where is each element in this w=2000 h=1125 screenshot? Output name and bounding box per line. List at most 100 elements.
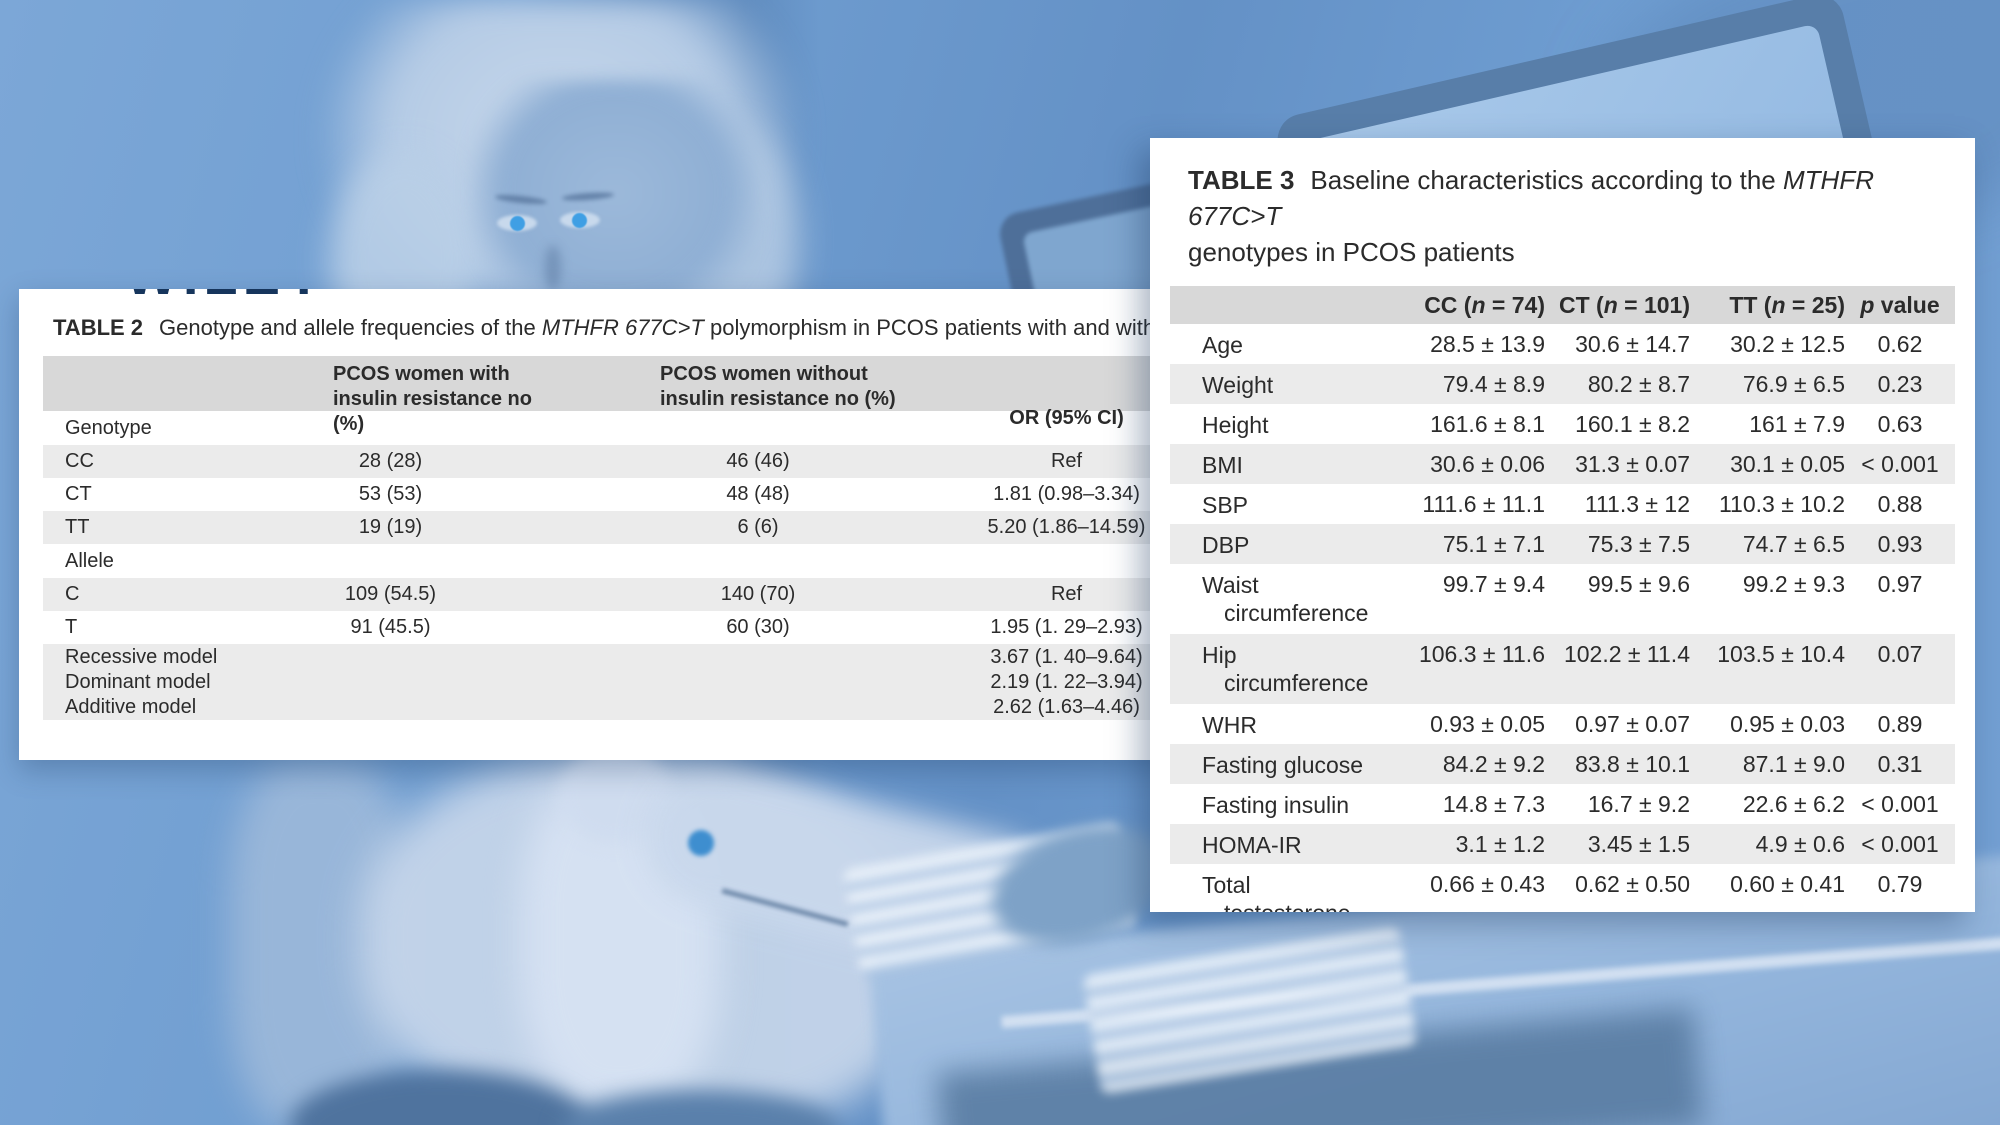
table2-model-or: 2.19 (1. 22–3.94) xyxy=(990,671,1143,693)
table3-tt-value: 76.9 ± 6.5 xyxy=(1742,371,1845,397)
table3-ct-value: 0.97 ± 0.07 xyxy=(1575,711,1690,737)
table2-with-ir-value: 53 (53) xyxy=(358,483,423,505)
table2-genotype-label: C xyxy=(65,583,80,605)
table3-data-row: WHR 0.93 ± 0.05 0.97 ± 0.07 0.95 ± 0.03 0.89 xyxy=(1170,704,1955,744)
table3-p-value: < 0.001 xyxy=(1861,831,1939,857)
table3-tt-value: 0.95 ± 0.03 xyxy=(1730,711,1845,737)
table3-title: TABLE 3 Baseline characteristics accordin… xyxy=(1188,165,1874,267)
table3-tt-value: 74.7 ± 6.5 xyxy=(1742,531,1845,557)
table2-model-or: 3.67 (1. 40–9.64) xyxy=(990,646,1143,668)
table2-with-ir-value: 109 (54.5) xyxy=(344,583,437,605)
table2-models-row: Recessive model Dominant model Additive mo… xyxy=(43,644,1225,720)
table3-data-row: HOMA-IR 3.1 ± 1.2 3.45 ± 1.5 4.9 ± 0.6 < 0.0… xyxy=(1170,824,1955,864)
table3-cc-value: 75.1 ± 7.1 xyxy=(1442,531,1545,557)
table3-tt-value: 87.1 ± 9.0 xyxy=(1742,751,1845,777)
table2-without-ir-value: 60 (30) xyxy=(726,616,790,638)
table2-model-ors: 3.67 (1. 40–9.64) 2.19 (1. 22–3.94) 2.62 (… xyxy=(978,644,1225,720)
table3-data-row: DBP 75.1 ± 7.1 75.3 ± 7.5 74.7 ± 6.5 0.93 xyxy=(1170,524,1955,564)
photo-right-iris xyxy=(572,213,587,228)
table3-cc-value: 111.6 ± 11.1 xyxy=(1422,491,1545,517)
table2-data-row: C 109 (54.5) 140 (70) Ref xyxy=(43,578,1225,611)
table3-data-row: Fasting insulin 14.8 ± 7.3 16.7 ± 9.2 22.6 … xyxy=(1170,784,1955,824)
table3-data-row: Height 161.6 ± 8.1 160.1 ± 8.2 161 ± 7.9 0.6… xyxy=(1170,404,1955,444)
table2-without-ir-value: 46 (46) xyxy=(726,450,790,472)
table3-data-row: Weight 79.4 ± 8.9 80.2 ± 8.7 76.9 ± 6.5 0.23 xyxy=(1170,364,1955,404)
table3-p-value: 0.07 xyxy=(1877,641,1923,667)
table3-tt-value: 103.5 ± 10.4 xyxy=(1717,641,1845,667)
table2-model-label: Dominant model xyxy=(65,671,211,693)
table3-cc-value: 106.3 ± 11.6 xyxy=(1418,641,1545,667)
table3-data-row: Age 28.5 ± 13.9 30.6 ± 14.7 30.2 ± 12.5 0.62 xyxy=(1170,324,1955,364)
table2-without-ir-value: 48 (48) xyxy=(726,483,790,505)
table3-ct-value: 30.6 ± 14.7 xyxy=(1575,331,1690,357)
table3-row-label: Hip circumference xyxy=(1202,642,1369,696)
table2-or-value: 1.81 (0.98–3.34) xyxy=(993,483,1140,505)
table3-row-label: WHR xyxy=(1202,712,1257,738)
table3-header-row: CC (n = 74) CT (n = 101) TT (n = 25) p valu… xyxy=(1170,286,1955,324)
table2-without-ir-value: 6 (6) xyxy=(737,516,779,538)
table2-genotype-label: T xyxy=(65,616,78,638)
table3-row-label: HOMA-IR xyxy=(1202,832,1302,858)
table2-model-or: 2.62 (1.63–4.46) xyxy=(993,696,1140,718)
table3-ct-value: 80.2 ± 8.7 xyxy=(1587,371,1690,397)
table2-section-label: Genotype xyxy=(65,417,152,439)
table3-p-value: < 0.001 xyxy=(1861,451,1939,477)
table2-model-label: Recessive model xyxy=(65,646,218,668)
table3-ct-value: 160.1 ± 8.2 xyxy=(1575,411,1690,437)
table3-data-row: BMI 30.6 ± 0.06 31.3 ± 0.07 30.1 ± 0.05 < 0.… xyxy=(1170,444,1955,484)
table3-ct-value: 31.3 ± 0.07 xyxy=(1575,451,1690,477)
table2-genotype-label: CC xyxy=(65,450,94,472)
table3-header-col-2: TT (n = 25) xyxy=(1729,292,1845,318)
table3-row-label-line2: testosterone xyxy=(1202,899,1370,912)
table3-row-label: SBP xyxy=(1202,492,1249,518)
table3-data-row: Fasting glucose 84.2 ± 9.2 83.8 ± 10.1 87.1… xyxy=(1170,744,1955,784)
table3-p-value: 0.97 xyxy=(1877,571,1923,597)
table3-p-value: 0.88 xyxy=(1877,491,1923,517)
table3-ct-value: 111.3 ± 12 xyxy=(1584,491,1690,517)
table2-section-row: Allele xyxy=(43,544,1225,578)
table3-ct-value: 0.62 ± 0.50 xyxy=(1575,871,1690,897)
photo-stethoscope-dot xyxy=(688,830,714,856)
table2-with-ir-value: 28 (28) xyxy=(358,450,423,472)
table3-row-label: Totaltestosterone xyxy=(1170,864,1370,912)
table2-section-row: Genotype xyxy=(43,411,1225,445)
table3-data-row: Hip circumference 106.3 ± 11.6 102.2 ± 11.4… xyxy=(1170,634,1955,704)
table2-header-with-ir: PCOS women with insulin resistance no (%… xyxy=(333,363,532,435)
table3-cc-value: 0.66 ± 0.43 xyxy=(1430,871,1545,897)
table3-tt-value: 22.6 ± 6.2 xyxy=(1742,791,1845,817)
table3-row-label: BMI xyxy=(1202,452,1243,478)
table3-ct-value: 102.2 ± 11.4 xyxy=(1563,641,1690,667)
table3-p-value: 0.31 xyxy=(1877,751,1923,777)
table3-row-label: Waist circumference xyxy=(1202,572,1369,626)
table3-cc-value: 28.5 ± 13.9 xyxy=(1430,331,1545,357)
table2-genotype-label: CT xyxy=(65,483,92,505)
table3-row-label-line2: circumference xyxy=(1224,600,1369,626)
table3-ct-value: 3.45 ± 1.5 xyxy=(1587,831,1690,857)
table3-ct-value: 83.8 ± 10.1 xyxy=(1575,751,1690,777)
table2-title: TABLE 2 Genotype and allele frequencies o… xyxy=(53,316,1225,340)
table3-ct-value: 16.7 ± 9.2 xyxy=(1587,791,1690,817)
table3-cc-value: 14.8 ± 7.3 xyxy=(1442,791,1545,817)
table3-p-value: 0.23 xyxy=(1877,371,1923,397)
table3-row-label: Fasting glucose xyxy=(1202,752,1364,778)
table3-cc-value: 161.6 ± 8.1 xyxy=(1430,411,1545,437)
table3-header-col-1: CT (n = 101) xyxy=(1558,292,1690,318)
table3-row-label: Height xyxy=(1202,412,1269,438)
table2-data-row: T 91 (45.5) 60 (30) 1.95 (1. 29–2.93) xyxy=(43,611,1225,644)
table3-header-col-3: p value xyxy=(1860,292,1940,318)
table3-ct-value: 75.3 ± 7.5 xyxy=(1587,531,1690,557)
table3-row-label: Weight xyxy=(1202,372,1274,398)
table2-header-row: PCOS women with insulin resistance no (%… xyxy=(43,356,1225,435)
table3-p-value: 0.93 xyxy=(1877,531,1923,557)
table2-data-row: TT 19 (19) 6 (6) 5.20 (1.86–14.59) xyxy=(43,511,1225,544)
table3-cc-value: 30.6 ± 0.06 xyxy=(1430,451,1545,477)
table2-or-value: 5.20 (1.86–14.59) xyxy=(987,516,1146,538)
table3-data-row: Waist circumference 99.7 ± 9.4 99.5 ± 9.6 99… xyxy=(1170,564,1955,634)
table2-data-row: CT 53 (53) 48 (48) 1.81 (0.98–3.34) xyxy=(43,478,1225,511)
table3-cc-value: 84.2 ± 9.2 xyxy=(1442,751,1545,777)
table3-tt-value: 30.2 ± 12.5 xyxy=(1730,331,1845,357)
table2-without-ir-value: 140 (70) xyxy=(720,583,796,605)
table2-model-labels: Recessive model Dominant model Additive mo… xyxy=(43,644,978,720)
table2-grid: PCOS women with insulin resistance no (%… xyxy=(43,356,1225,720)
